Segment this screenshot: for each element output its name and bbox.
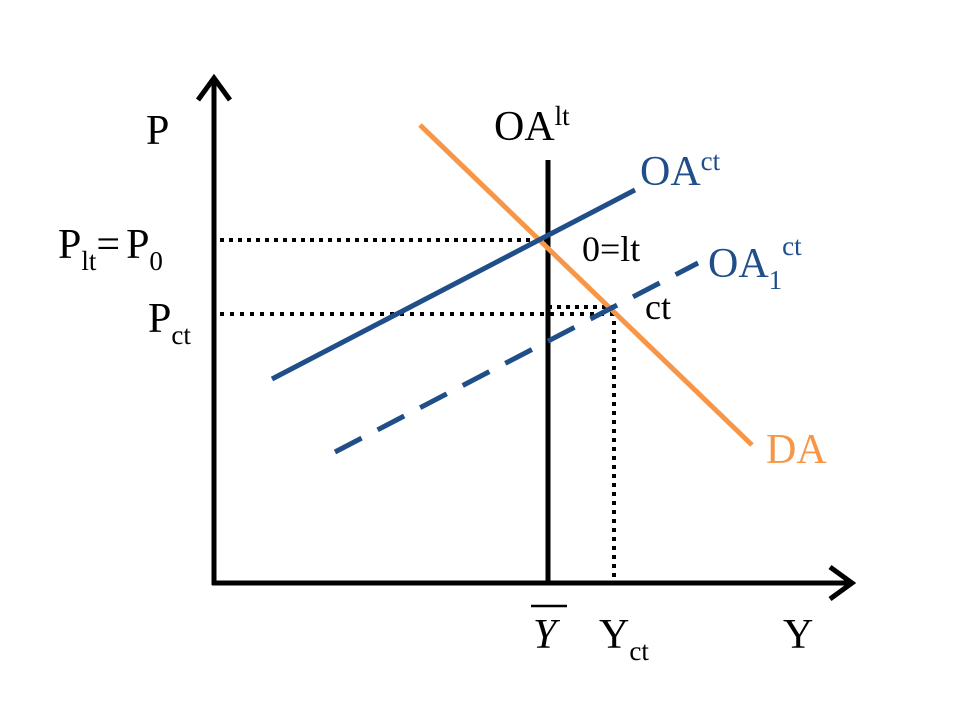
eq-ct-label: ct — [645, 287, 671, 327]
oa-ct-label-base: OA — [640, 149, 701, 195]
y-ct-sub: ct — [629, 636, 649, 666]
y-ct-tick: Yct — [599, 612, 649, 666]
oa-lt-label: OAlt — [494, 101, 570, 150]
y-bar-tick: Y — [533, 612, 561, 658]
p-lt-tick: Plt= P0 — [58, 222, 163, 276]
p-ct-sub: ct — [171, 320, 191, 350]
p-0-base: P — [126, 222, 149, 268]
da-curve — [418, 123, 754, 447]
p-ct-tick: Pct — [148, 296, 191, 350]
y-axis-label: P — [146, 108, 169, 154]
oa1-ct-curve — [333, 260, 700, 455]
oa-ct-label-sup: ct — [701, 146, 721, 176]
oa-ct-curve — [270, 187, 637, 382]
y-ct-base: Y — [599, 612, 629, 658]
y-axis-arrowhead — [195, 73, 233, 102]
oa-ct-label: OAct — [640, 146, 721, 195]
axes — [195, 73, 857, 602]
p-ct-base: P — [148, 296, 171, 342]
oa1-ct-label: OA1 ct — [708, 231, 802, 295]
oa1-ct-label-base: OA — [708, 241, 769, 287]
da-label: DA — [766, 427, 827, 473]
guide-lines — [220, 238, 616, 583]
oa1-ct-label-sup: ct — [782, 231, 802, 261]
oa1-ct-label-sub: 1 — [769, 265, 783, 295]
p-lt-base: P — [58, 222, 81, 268]
x-axis-arrowhead — [828, 564, 857, 602]
x-axis-label: Y — [783, 612, 813, 658]
oa-lt-label-sup: lt — [555, 101, 571, 131]
p-lt-equals: = — [96, 222, 120, 268]
p-0-sub: 0 — [149, 246, 163, 276]
eq0-label: 0=lt — [582, 229, 640, 269]
p-lt-sub: lt — [81, 246, 97, 276]
oa-lt-label-base: OA — [494, 104, 555, 150]
